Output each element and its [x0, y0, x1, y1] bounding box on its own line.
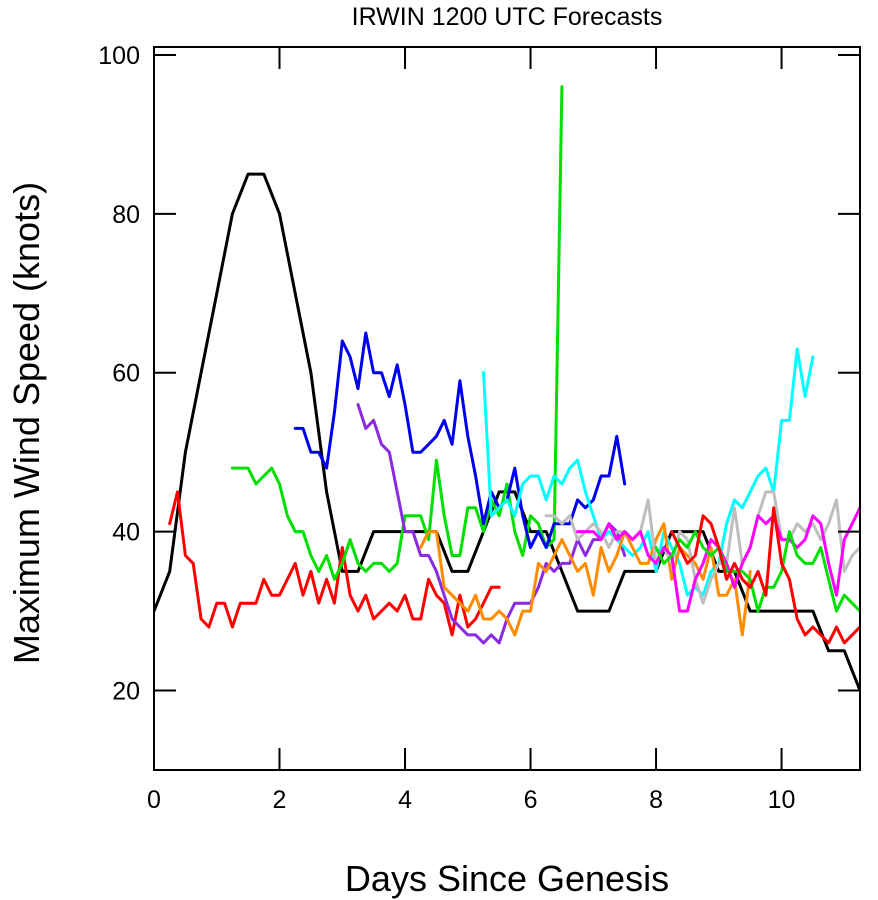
- x-tick-label: 6: [524, 786, 538, 814]
- ticks-layer: 0 2 4 6 8 10 20 40 60 80 100: [98, 42, 860, 814]
- y-axis-label: Maximum Wind Speed (knots): [6, 182, 47, 664]
- x-tick-label: 0: [147, 786, 161, 814]
- x-tick-label: 10: [768, 786, 796, 814]
- y-tick-label: 80: [112, 201, 140, 229]
- series-line-7: [419, 522, 752, 637]
- series-line-1: [154, 172, 860, 692]
- x-axis-label: Days Since Genesis: [345, 858, 669, 899]
- y-tick-label: 100: [98, 42, 140, 70]
- series-line-3: [230, 85, 564, 581]
- x-tick-label: 4: [398, 786, 412, 814]
- series-line-10: [654, 530, 860, 613]
- series-line-5: [356, 403, 627, 645]
- x-tick-label: 8: [649, 786, 663, 814]
- series-line-2: [168, 490, 501, 637]
- series-line-6: [482, 347, 815, 597]
- y-tick-label: 60: [112, 360, 140, 388]
- chart-title: IRWIN 1200 UTC Forecasts: [352, 3, 663, 31]
- plot-frame: [153, 46, 861, 771]
- x-tick-label: 2: [273, 786, 287, 814]
- series-layer: [154, 85, 860, 692]
- y-tick-label: 40: [112, 519, 140, 547]
- series-line-4: [293, 331, 627, 549]
- series-line-11: [670, 506, 860, 645]
- y-tick-label: 20: [112, 678, 140, 706]
